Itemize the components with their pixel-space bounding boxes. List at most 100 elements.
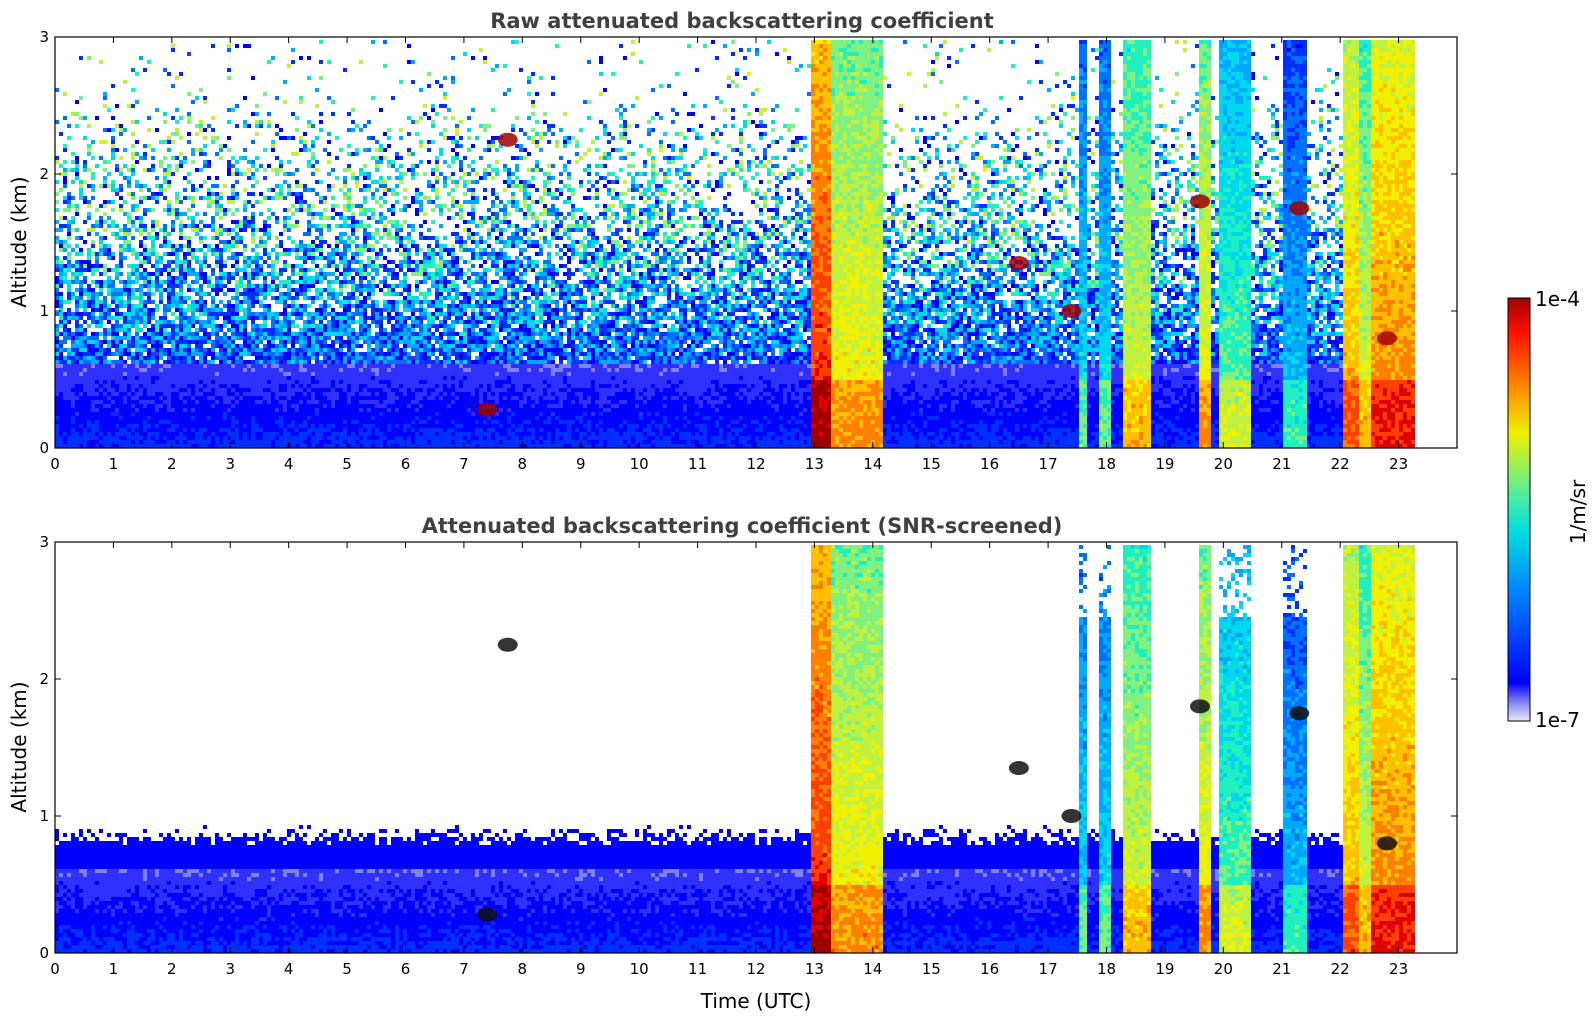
heatmap-cell xyxy=(99,416,103,420)
heatmap-cell xyxy=(67,224,71,228)
heatmap-cell xyxy=(99,404,103,408)
heatmap-cell xyxy=(75,420,79,424)
heatmap-cell xyxy=(107,416,111,420)
heatmap-cell xyxy=(91,252,95,256)
heatmap-cell xyxy=(111,424,115,428)
heatmap-cell xyxy=(59,276,63,280)
heatmap-cell xyxy=(103,140,107,144)
heatmap-cell xyxy=(111,416,115,420)
heatmap-cell xyxy=(59,300,63,304)
heatmap-cell xyxy=(115,192,119,196)
heatmap-cell xyxy=(59,372,63,376)
heatmap-cell xyxy=(59,344,63,348)
heatmap-cell xyxy=(87,368,91,372)
heatmap-cell xyxy=(75,380,79,384)
heatmap-cell xyxy=(79,436,83,440)
heatmap-cell xyxy=(71,428,75,432)
heatmap-cell xyxy=(79,356,83,360)
heatmap-cell xyxy=(71,436,75,440)
heatmap-cell xyxy=(67,336,71,340)
heatmap-cell xyxy=(83,116,87,120)
heatmap-cell xyxy=(115,304,119,308)
heatmap-cell xyxy=(59,404,63,408)
heatmap-cell xyxy=(95,116,99,120)
heatmap-cell xyxy=(75,424,79,428)
heatmap-cell xyxy=(91,388,95,392)
heatmap-cell xyxy=(71,400,75,404)
heatmap-cell xyxy=(63,428,67,432)
heatmap-cell xyxy=(75,244,79,248)
heatmap-cell xyxy=(107,404,111,408)
heatmap-cell xyxy=(67,392,71,396)
heatmap-cell xyxy=(95,344,99,348)
heatmap-cell xyxy=(99,292,103,296)
heatmap-cell xyxy=(107,268,111,272)
heatmap-cell xyxy=(71,372,75,376)
heatmap-cell xyxy=(99,332,103,336)
heatmap-cell xyxy=(67,252,71,256)
heatmap-cell xyxy=(95,392,99,396)
heatmap-cell xyxy=(115,332,119,336)
raw-backscatter-panel: Raw attenuated backscattering coefficien… xyxy=(7,9,1457,473)
heatmap-cell xyxy=(99,376,103,380)
heatmap-cell xyxy=(59,388,63,392)
heatmap-cell xyxy=(59,392,63,396)
heatmap-cell xyxy=(75,396,79,400)
heatmap-cell xyxy=(75,340,79,344)
heatmap-cell xyxy=(83,404,87,408)
heatmap-cell xyxy=(83,356,87,360)
heatmap-cell xyxy=(91,300,95,304)
heatmap-cell xyxy=(103,160,107,164)
heatmap-cell xyxy=(95,284,99,288)
heatmap-cell xyxy=(119,388,123,392)
heatmap-cell xyxy=(79,440,83,444)
heatmap-cell xyxy=(79,280,83,284)
heatmap-cell xyxy=(75,212,79,216)
heatmap-cell xyxy=(111,344,115,348)
heatmap-cell xyxy=(95,360,99,364)
heatmap-cell xyxy=(75,280,79,284)
heatmap-cell xyxy=(107,344,111,348)
heatmap-cell xyxy=(91,380,95,384)
heatmap-cell xyxy=(75,336,79,340)
heatmap-cell xyxy=(107,276,111,280)
heatmap-cell xyxy=(71,272,75,276)
heatmap-cell xyxy=(111,324,115,328)
heatmap-cell xyxy=(63,316,67,320)
heatmap-cell xyxy=(67,408,71,412)
heatmap-cell xyxy=(79,272,83,276)
heatmap-cell xyxy=(87,324,91,328)
heatmap-cell xyxy=(83,220,87,224)
heatmap-cell xyxy=(59,440,63,444)
heatmap-cell xyxy=(107,320,111,324)
heatmap-cell xyxy=(103,404,107,408)
heatmap-cell xyxy=(103,376,107,380)
heatmap-cell xyxy=(83,136,87,140)
heatmap-cell xyxy=(103,176,107,180)
heatmap-cell xyxy=(67,320,71,324)
heatmap-cell xyxy=(59,216,63,220)
heatmap-cell xyxy=(59,348,63,352)
heatmap-cell xyxy=(75,172,79,176)
heatmap-cell xyxy=(83,308,87,312)
heatmap-cell xyxy=(103,280,107,284)
heatmap-cell xyxy=(99,436,103,440)
heatmap-cell xyxy=(63,280,67,284)
heatmap-cell xyxy=(111,256,115,260)
heatmap-cell xyxy=(71,220,75,224)
heatmap-cell xyxy=(79,304,83,308)
heatmap-cell xyxy=(71,412,75,416)
heatmap-cell xyxy=(111,284,115,288)
heatmap-cell xyxy=(95,416,99,420)
heatmap-cell xyxy=(83,288,87,292)
heatmap-cell xyxy=(111,180,115,184)
heatmap-cell xyxy=(63,368,67,372)
heatmap-cell xyxy=(79,416,83,420)
heatmap-cell xyxy=(67,136,71,140)
heatmap-cell xyxy=(59,332,63,336)
heatmap-cell xyxy=(107,408,111,412)
heatmap-cell xyxy=(83,440,87,444)
heatmap-cell xyxy=(107,304,111,308)
heatmap-cell xyxy=(103,380,107,384)
heatmap-cell xyxy=(119,392,123,396)
